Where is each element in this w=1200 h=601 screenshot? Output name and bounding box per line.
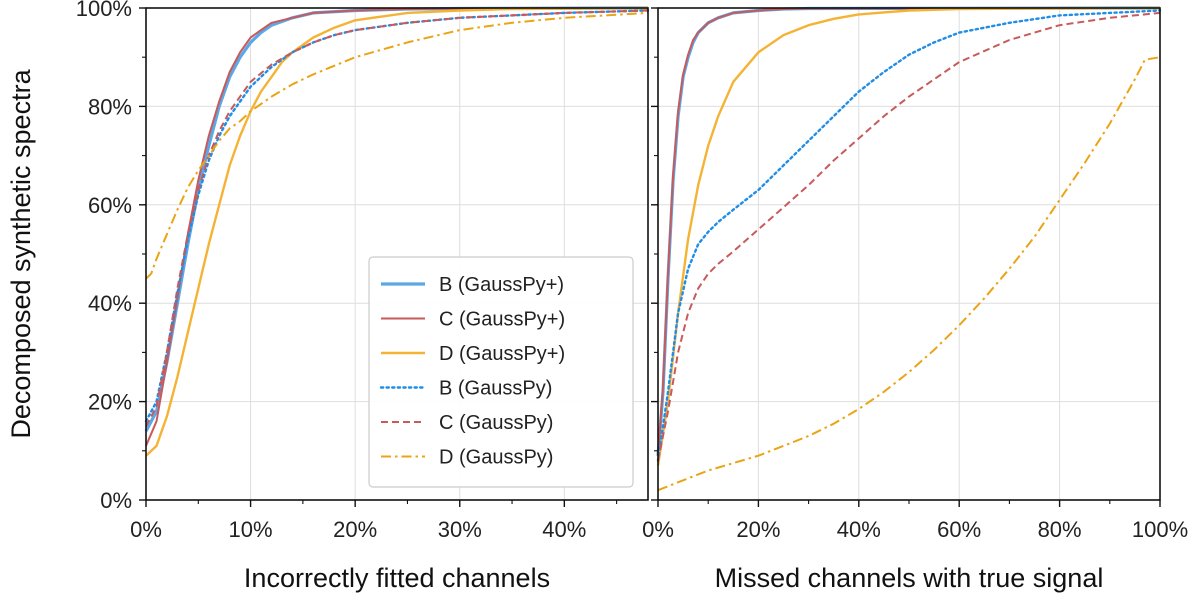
legend: B (GaussPy+) C (GaussPy+) D (GaussPy+) B (G… — [368, 256, 634, 488]
plot-area-right — [658, 8, 1160, 500]
legend-box — [368, 256, 634, 488]
x-tick-label: 80% — [1038, 517, 1082, 542]
x-tick-label: 10% — [229, 517, 273, 542]
y-tick-label: 20% — [88, 390, 132, 415]
x-tick-label: 20% — [333, 517, 377, 542]
y-tick-label: 80% — [88, 94, 132, 119]
x-tick-label: 60% — [937, 517, 981, 542]
y-tick-label: 40% — [88, 291, 132, 316]
legend-label: B (GaussPy+) — [439, 274, 564, 296]
legend-label: C (GaussPy) — [439, 412, 553, 434]
frame-right — [657, 7, 1161, 501]
series-left — [144, 6, 650, 457]
x-axis-label-left: Incorrectly fitted channels — [244, 563, 550, 593]
series-line-b-gausspy — [656, 9, 1162, 462]
series-line-c-gausspy — [657, 7, 1161, 456]
x-tick-label: 0% — [642, 517, 674, 542]
legend-label: D (GaussPy+) — [439, 343, 565, 365]
x-tick-label: 100% — [1132, 517, 1188, 542]
x-tick-label: 40% — [837, 517, 881, 542]
ticks-left: 0% 10% 20% 30% 40% 0% 20% 40% 60% 80% 100% — [76, 0, 618, 542]
legend-label: C (GaussPy+) — [439, 309, 565, 331]
x-tick-label: 30% — [438, 517, 482, 542]
panel-right: 0% 20% 40% 60% 80% 100% Missed channels with … — [642, 6, 1188, 593]
x-axis-label-right: Missed channels with true signal — [715, 563, 1104, 593]
x-tick-label: 40% — [542, 517, 586, 542]
series-line-c-gausspy — [145, 9, 649, 427]
frame-left — [145, 7, 649, 501]
series-line-d-gausspy — [657, 56, 1161, 492]
y-tick-label: 100% — [76, 0, 132, 21]
panel-left: 0% 10% 20% 30% 40% 0% 20% 40% 60% 80% 100% Incorre… — [6, 0, 650, 593]
y-axis-label: Decomposed synthetic spectra — [6, 68, 36, 438]
series-right — [656, 6, 1162, 492]
y-tick-label: 0% — [100, 488, 132, 513]
x-tick-label: 20% — [736, 517, 780, 542]
y-tick-label: 60% — [88, 193, 132, 218]
series-line-c-gausspy — [145, 7, 649, 447]
ticks-right: 0% 20% 40% 60% 80% 100% — [642, 7, 1188, 542]
x-tick-label: 0% — [130, 517, 162, 542]
series-line-d-gausspy — [145, 11, 649, 280]
legend-label: B (GaussPy) — [439, 378, 552, 400]
legend-label: D (GaussPy) — [439, 447, 553, 469]
series-line-d-gausspy — [145, 6, 649, 457]
series-line-c-gausspy — [657, 11, 1161, 461]
series-line-d-gausspy — [656, 6, 1161, 466]
